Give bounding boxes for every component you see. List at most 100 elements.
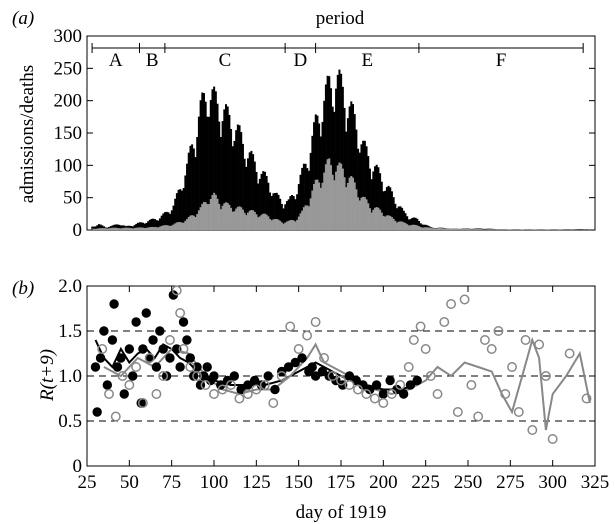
point-s0-28 xyxy=(185,353,195,363)
bar-s1-d293 xyxy=(539,229,542,230)
bar-s0-d153 xyxy=(302,163,305,230)
point-s1-62 xyxy=(547,434,558,444)
bar-s1-d280 xyxy=(517,229,520,230)
bar-s0-d72 xyxy=(165,211,168,230)
bar-s1-d44 xyxy=(118,228,121,230)
bar-s1-d250 xyxy=(467,228,470,230)
point-s1-57 xyxy=(513,407,524,417)
bar-s0-d98 xyxy=(209,100,212,231)
bar-s1-d83 xyxy=(184,220,187,230)
bar-s1-d167 xyxy=(326,159,329,230)
point-s0-19 xyxy=(155,326,165,336)
point-s0-27 xyxy=(182,335,192,345)
bar-s0-d114 xyxy=(236,124,239,230)
bar-s0-d120 xyxy=(247,158,250,230)
bar-s0-d311 xyxy=(570,229,573,230)
bar-s1-d156 xyxy=(307,206,310,230)
point-s0-60 xyxy=(371,380,382,390)
point-s1-35 xyxy=(361,389,372,399)
bar-s0-d206 xyxy=(392,197,395,230)
bar-s1-d141 xyxy=(282,223,285,230)
bar-s1-d143 xyxy=(285,221,288,230)
bar-s1-d40 xyxy=(111,227,114,230)
bar-s1-d269 xyxy=(499,229,502,230)
point-s0-41 xyxy=(249,375,260,386)
bar-s1-d195 xyxy=(374,207,377,230)
bar-s1-d203 xyxy=(387,215,390,230)
bar-s1-d161 xyxy=(316,179,319,230)
bar-s1-d30 xyxy=(94,228,97,230)
bar-s1-d137 xyxy=(275,218,278,230)
bar-s0-d128 xyxy=(260,173,263,230)
bar-s1-d257 xyxy=(479,229,481,230)
point-s0-46 xyxy=(283,362,294,372)
bar-s1-d104 xyxy=(219,209,222,230)
bar-s0-d176 xyxy=(341,86,344,230)
bar-s1-d173 xyxy=(336,165,339,230)
bar-s1-d142 xyxy=(284,222,287,230)
point-s1-49 xyxy=(459,294,470,305)
bar-s1-d145 xyxy=(289,220,292,230)
bar-s0-d63 xyxy=(150,218,153,230)
bar-s0-d164 xyxy=(321,121,324,230)
bar-s0-d104 xyxy=(219,137,222,230)
bar-s1-d47 xyxy=(123,227,126,230)
point-s1-0 xyxy=(97,344,108,354)
bar-s1-d298 xyxy=(548,229,551,230)
b-x-ticks: 25 50 75 100 125 150 175 200 225 250 275 300 325 xyxy=(78,286,609,493)
point-s1-23 xyxy=(259,380,270,390)
bar-s1-d214 xyxy=(406,224,409,230)
bar-s0-d45 xyxy=(120,225,123,230)
bar-s1-d237 xyxy=(445,228,448,230)
point-s0-48 xyxy=(297,353,307,363)
bar-s1-d297 xyxy=(546,229,549,230)
bar-s1-d99 xyxy=(211,195,214,230)
bar-s1-d116 xyxy=(240,207,243,230)
bar-s1-d107 xyxy=(225,202,227,230)
bar-s1-d42 xyxy=(114,227,117,230)
point-s0-43 xyxy=(263,371,273,381)
point-s1-42 xyxy=(415,321,426,332)
bar-s1-d101 xyxy=(214,194,217,230)
bar-s0-d112 xyxy=(233,140,236,230)
bar-s1-d170 xyxy=(331,174,334,230)
point-s1-2 xyxy=(110,411,121,422)
bar-s0-d160 xyxy=(314,114,317,230)
bar-s0-d195 xyxy=(374,166,377,230)
bar-s1-d221 xyxy=(418,226,421,230)
point-s0-3 xyxy=(99,326,109,336)
bar-s0-d132 xyxy=(267,182,270,230)
point-s1-56 xyxy=(507,362,517,372)
bar-s1-d154 xyxy=(304,205,307,230)
bar-s0-d92 xyxy=(199,100,202,231)
point-s1-44 xyxy=(425,371,436,381)
bar-s1-d48 xyxy=(125,227,128,230)
bar-s0-d167 xyxy=(326,75,329,230)
point-s0-5 xyxy=(107,335,118,345)
point-s1-47 xyxy=(446,299,457,309)
bar-s1-d200 xyxy=(382,215,385,230)
bar-s1-d244 xyxy=(456,228,459,230)
bar-s1-d224 xyxy=(423,227,426,230)
bar-s0-d54 xyxy=(135,223,138,230)
bar-s0-d175 xyxy=(340,73,343,230)
bar-s1-d134 xyxy=(270,220,273,230)
bar-s0-d51 xyxy=(130,225,133,230)
point-s0-24 xyxy=(172,344,182,354)
bar-s0-d107 xyxy=(225,104,227,230)
bar-s1-d176 xyxy=(341,168,344,230)
bar-s0-d122 xyxy=(250,150,253,230)
a-ytick-label-150: 150 xyxy=(54,123,83,144)
bar-s1-d254 xyxy=(473,229,476,230)
bar-s1-d133 xyxy=(269,218,272,230)
bar-s1-d212 xyxy=(402,222,405,230)
bar-s1-d172 xyxy=(335,171,338,230)
bar-s1-d149 xyxy=(296,219,299,230)
bar-s0-d40 xyxy=(111,225,114,230)
period-label-A: A xyxy=(109,50,123,71)
point-s0-53 xyxy=(324,371,334,381)
bar-s1-d45 xyxy=(120,228,123,230)
point-s1-40 xyxy=(403,362,414,372)
point-s0-9 xyxy=(119,389,129,399)
bar-s1-d165 xyxy=(323,172,326,230)
